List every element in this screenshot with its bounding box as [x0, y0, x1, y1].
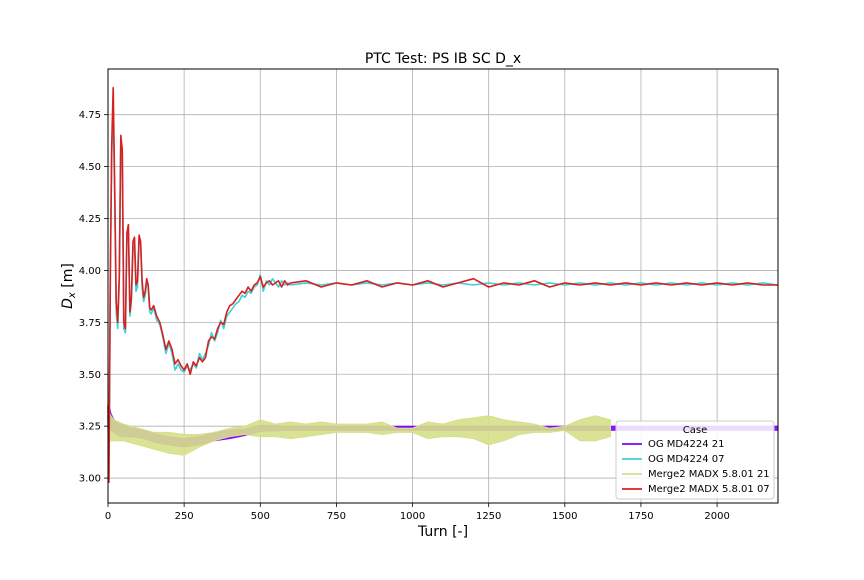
- plot-frame: [107, 68, 779, 504]
- x-tick-label: 1750: [628, 511, 653, 522]
- y-axis: 3.00 3.25 3.50 3.75 4.00 4.25 4.50 4.75: [79, 110, 108, 485]
- x-tick-label: 0: [105, 511, 111, 522]
- series-layer: [107, 86, 779, 484]
- y-tick-label: 4.25: [79, 214, 101, 225]
- legend-label: OG MD4224 07: [648, 454, 724, 465]
- y-tick-label: 3.50: [79, 370, 101, 381]
- legend-label: Merge2 MADX 5.8.01 21: [648, 469, 770, 480]
- x-tick-label: 750: [327, 511, 346, 522]
- x-tick-label: 1500: [552, 511, 577, 522]
- x-axis-label: Turn [-]: [417, 524, 468, 540]
- y-tick-label: 3.75: [79, 318, 101, 329]
- y-axis-label-main: D: [60, 298, 76, 309]
- y-axis-label-sub: x: [67, 292, 78, 299]
- y-axis-label: Dx [m]: [60, 263, 78, 309]
- legend-box: [615, 420, 775, 500]
- legend: Case OG MD4224 21 OG MD4224 07 Merge2 MADX …: [615, 420, 775, 500]
- series-merge2-madx-5-8-01-21: [107, 409, 611, 456]
- y-tick-label: 4.00: [79, 266, 101, 277]
- legend-label: OG MD4224 21: [648, 439, 724, 450]
- legend-title: Case: [683, 425, 707, 436]
- series-merge2-madx-5-8-01-07: [107, 86, 778, 484]
- x-tick-label: 250: [175, 511, 194, 522]
- x-tick-label: 500: [251, 511, 270, 522]
- x-tick-label: 1000: [400, 511, 425, 522]
- x-axis: 0 250 500 750 1000 1250 1500 1750 2000: [105, 503, 730, 522]
- chart-title: PTC Test: PS IB SC D_x: [365, 51, 521, 67]
- legend-label: Merge2 MADX 5.8.01 07: [648, 484, 770, 495]
- y-axis-label-unit: [m]: [60, 263, 76, 292]
- y-tick-label: 4.50: [79, 162, 101, 173]
- x-tick-label: 1250: [476, 511, 501, 522]
- y-tick-label: 3.00: [79, 474, 101, 485]
- y-tick-label: 3.25: [79, 422, 101, 433]
- y-tick-label: 4.75: [79, 110, 101, 121]
- x-tick-label: 2000: [704, 511, 729, 522]
